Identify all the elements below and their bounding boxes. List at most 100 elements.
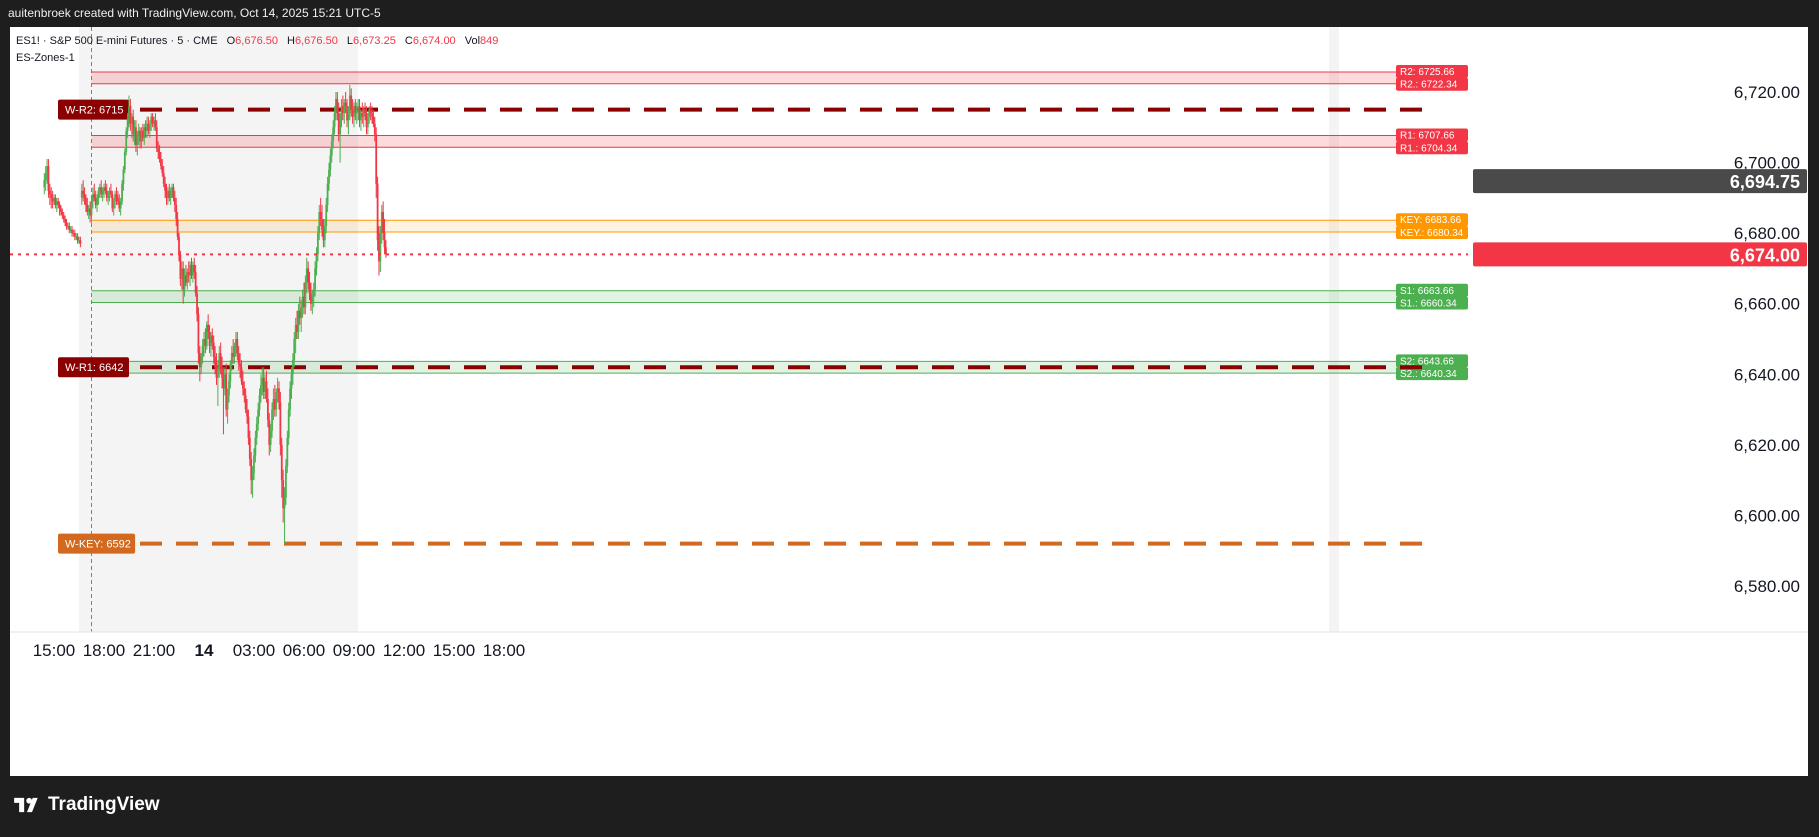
candle-body — [57, 201, 60, 205]
candle-body — [276, 388, 279, 392]
candle-body — [280, 444, 283, 481]
zone-key-label: KEY.: 6680.34 — [1400, 228, 1464, 239]
candle-body — [122, 169, 125, 184]
candle-body — [235, 339, 237, 347]
candle-body — [93, 194, 96, 198]
candle-body — [108, 190, 111, 195]
candle-body — [380, 211, 383, 234]
time-axis-tick-label: 18:00 — [83, 641, 126, 660]
candle-body — [251, 473, 254, 481]
candle-body — [203, 339, 205, 347]
candle-body — [333, 113, 336, 128]
candle-body — [87, 208, 90, 212]
candle-body — [200, 356, 203, 368]
zone-key-label-bg — [1396, 213, 1468, 227]
candle-body — [68, 226, 71, 230]
candle-body — [83, 194, 86, 198]
candle-body — [168, 190, 171, 198]
candle-body — [371, 113, 373, 117]
candle-body — [100, 187, 103, 195]
candle-body — [298, 310, 301, 318]
candle-body — [230, 353, 233, 364]
zone-r1-label: R1: 6707.66 — [1400, 131, 1455, 142]
candle-body — [54, 197, 57, 205]
candle-body — [257, 409, 260, 424]
candle-body — [366, 116, 369, 128]
weekly-level-label: W-R1: 6642 — [65, 362, 124, 374]
candle-body — [176, 219, 179, 237]
tradingview-logo[interactable]: TradingView — [12, 794, 160, 816]
candle-body — [66, 226, 69, 228]
zone-key-label-bg — [1396, 225, 1468, 239]
candle-body — [314, 268, 316, 290]
candle-body — [253, 455, 255, 474]
candle-body — [86, 204, 89, 212]
candle-body — [375, 134, 378, 184]
chart-panel[interactable]: R2: 6725.66 R2.: 6722.34 R1: 6707.66 R1.: 6… — [10, 27, 1808, 776]
price-axis-tick-label: 6,620.00 — [1734, 436, 1800, 455]
price-axis-tick-label: 6,660.00 — [1734, 295, 1800, 314]
candle-body — [378, 240, 380, 262]
candle-body — [58, 204, 61, 209]
candle-body — [368, 109, 371, 117]
price-axis-tick-label: 6,640.00 — [1734, 365, 1800, 384]
candle-body — [61, 211, 64, 216]
candle-body — [210, 335, 212, 347]
candle-body — [79, 240, 82, 244]
candle-body — [339, 120, 341, 135]
candle-body — [254, 437, 257, 456]
candle-body — [255, 423, 258, 438]
zone-s1-label: S1: 6663.66 — [1400, 286, 1454, 297]
candle-body — [323, 226, 326, 241]
last-price-label-bg — [1473, 242, 1807, 267]
candle-body — [340, 106, 343, 121]
candle-body — [283, 497, 286, 509]
candle-body — [343, 102, 346, 114]
candle-body — [316, 233, 319, 255]
candle-body — [337, 113, 340, 135]
candle-body — [173, 197, 176, 205]
candle-body — [272, 398, 275, 410]
zone-s1-label-bg — [1396, 296, 1468, 310]
candle-body — [354, 106, 357, 114]
candle-body — [219, 353, 222, 368]
candle-body — [172, 187, 175, 198]
time-axis-tick-label: 14 — [195, 641, 214, 660]
candle-body — [357, 106, 360, 110]
candle-body — [69, 229, 72, 231]
candle-body — [158, 151, 161, 160]
candle-body — [332, 127, 335, 142]
candle-body — [246, 409, 248, 417]
candle-body — [89, 208, 92, 216]
volume-label: Vol — [464, 35, 481, 47]
symbol-name[interactable]: ES1! · S&P 500 E-mini Futures · 5 · CME — [16, 35, 218, 47]
candle-body — [326, 183, 329, 205]
zone-s2-band — [91, 361, 1466, 374]
candle-body — [222, 377, 225, 389]
extended-hours-shading — [79, 27, 359, 632]
time-axis[interactable] — [10, 632, 1808, 776]
candle-body — [360, 113, 362, 121]
candle-body — [189, 264, 192, 276]
zone-r2-label: R2: 6725.66 — [1400, 67, 1455, 78]
price-axis-tick-label: 6,720.00 — [1734, 83, 1800, 102]
candle-body — [187, 271, 190, 276]
candle-body — [121, 183, 123, 202]
candle-body — [198, 353, 201, 368]
candle-body — [215, 367, 218, 378]
candle-body — [321, 219, 323, 230]
candle-body — [53, 197, 55, 202]
zone-r2-label: R2.: 6722.34 — [1400, 80, 1458, 91]
candle-body — [329, 155, 332, 170]
zone-key-band — [91, 220, 1466, 232]
candle-body — [322, 229, 325, 241]
candle-body — [347, 113, 350, 121]
candle-body — [44, 173, 47, 181]
crosshair-price-label: 6,694.75 — [1730, 172, 1800, 192]
indicator-name[interactable]: ES-Zones-1 — [16, 52, 75, 64]
candle-body — [43, 180, 46, 188]
candle-body — [148, 123, 151, 131]
candle-body — [303, 296, 305, 308]
candle-body — [94, 197, 97, 205]
